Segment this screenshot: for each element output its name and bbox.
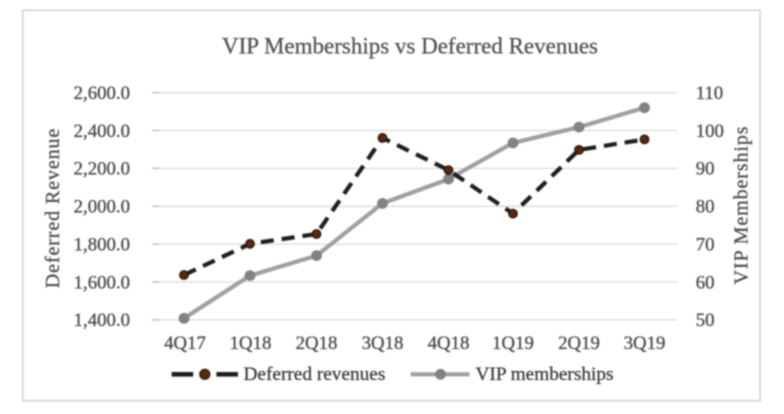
svg-text:Deferred Revenue: Deferred Revenue [42,128,64,288]
svg-text:70: 70 [696,234,715,255]
svg-text:90: 90 [696,159,715,180]
svg-text:2,400.0: 2,400.0 [74,121,130,142]
svg-text:110: 110 [696,83,723,104]
svg-text:2,200.0: 2,200.0 [74,159,130,180]
svg-text:1Q19: 1Q19 [492,333,534,354]
svg-text:3Q18: 3Q18 [362,333,404,354]
svg-text:1,800.0: 1,800.0 [74,234,130,255]
svg-text:100: 100 [696,121,724,142]
svg-text:50: 50 [696,310,715,331]
svg-text:2Q19: 2Q19 [558,333,600,354]
svg-text:VIP memberships: VIP memberships [476,364,614,385]
svg-text:80: 80 [696,197,715,218]
svg-text:1,600.0: 1,600.0 [74,272,130,293]
svg-text:2,000.0: 2,000.0 [74,197,130,218]
svg-text:1Q18: 1Q18 [230,333,272,354]
svg-text:2Q18: 2Q18 [296,333,338,354]
svg-text:VIP Memberships: VIP Memberships [731,126,753,285]
svg-text:1,400.0: 1,400.0 [74,310,130,331]
svg-text:2,600.0: 2,600.0 [74,83,130,104]
svg-text:60: 60 [696,272,715,293]
svg-text:VIP Memberships vs Deferred Re: VIP Memberships vs Deferred Revenues [222,34,598,59]
svg-text:Deferred revenues: Deferred revenues [244,364,386,385]
svg-text:3Q19: 3Q19 [624,333,666,354]
svg-text:4Q17: 4Q17 [164,333,206,354]
svg-text:4Q18: 4Q18 [428,333,470,354]
